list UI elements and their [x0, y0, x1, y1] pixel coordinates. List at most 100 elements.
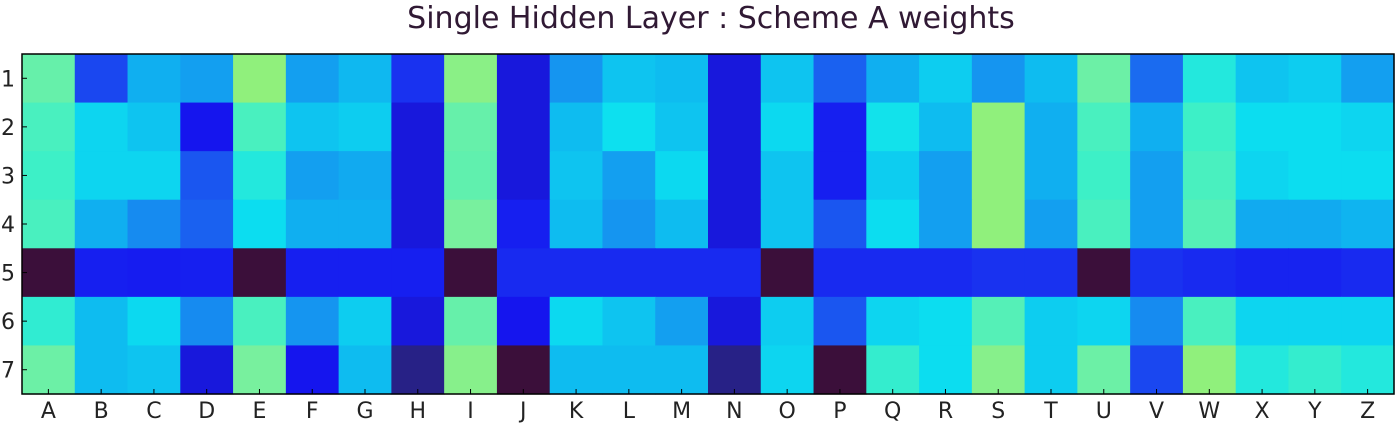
- heatmap-cell-2-D: [180, 102, 234, 152]
- heatmap-cell-5-J: [496, 248, 551, 298]
- heatmap-cell-6-R: [919, 296, 973, 347]
- heatmap-cell-4-P: [813, 199, 867, 249]
- heatmap-cell-4-S: [971, 199, 1026, 249]
- heatmap-cell-5-T: [1024, 248, 1078, 298]
- heatmap-cell-7-O: [760, 345, 815, 395]
- heatmap-cells: [22, 54, 1395, 395]
- y-tick-label-2: 2: [1, 116, 15, 141]
- heatmap-cell-5-H: [391, 248, 445, 298]
- heatmap-cell-7-L: [602, 345, 656, 395]
- heatmap-cell-7-K: [549, 345, 604, 395]
- heatmap-cell-7-Y: [1288, 345, 1342, 395]
- heatmap-cell-1-S: [971, 54, 1026, 104]
- heatmap-cell-1-K: [549, 54, 604, 104]
- heatmap-cell-5-G: [338, 248, 392, 298]
- heatmap-cell-2-Q: [866, 102, 920, 152]
- heatmap-cell-2-H: [391, 102, 445, 152]
- heatmap-cell-2-W: [1182, 102, 1237, 152]
- heatmap-cell-1-Y: [1288, 54, 1342, 104]
- heatmap-cell-1-U: [1077, 54, 1131, 104]
- heatmap-cell-1-Z: [1341, 54, 1395, 104]
- heatmap-cell-5-X: [1235, 248, 1290, 298]
- heatmap-cell-6-I: [444, 296, 498, 347]
- heatmap-cell-3-G: [338, 151, 392, 201]
- heatmap-cell-3-P: [813, 151, 867, 201]
- heatmap-cell-6-Q: [866, 296, 920, 347]
- heatmap-cell-2-M: [655, 102, 709, 152]
- heatmap-cell-1-T: [1024, 54, 1078, 104]
- heatmap-cell-4-V: [1130, 199, 1184, 249]
- heatmap-cell-4-R: [919, 199, 973, 249]
- plot-frame: [21, 53, 1395, 395]
- heatmap-cell-7-Q: [866, 345, 920, 395]
- heatmap-cell-7-M: [655, 345, 709, 395]
- x-tick-label-Y: Y: [1307, 399, 1322, 423]
- heatmap-cell-7-I: [444, 345, 498, 395]
- heatmap-cell-3-U: [1077, 151, 1131, 201]
- heatmap-cell-4-F: [285, 199, 340, 249]
- heatmap-cell-5-E: [233, 248, 287, 298]
- heatmap-cell-2-F: [285, 102, 340, 152]
- heatmap-cell-7-D: [180, 345, 234, 395]
- heatmap-cell-4-N: [708, 199, 762, 249]
- heatmap-cell-1-L: [602, 54, 656, 104]
- heatmap-cell-1-H: [391, 54, 445, 104]
- x-tick-label-N: N: [726, 399, 742, 423]
- heatmap-cell-1-E: [233, 54, 287, 104]
- x-axis-ticks: A B C D E F G H I J K L M N O P Q R S T U V W X Y Z: [41, 389, 1375, 423]
- x-tick-label-V: V: [1149, 399, 1164, 423]
- heatmap-cell-3-N: [708, 151, 762, 201]
- heatmap-cell-7-S: [971, 345, 1026, 395]
- heatmap-cell-5-R: [919, 248, 973, 298]
- x-tick-label-F: F: [306, 399, 319, 423]
- x-tick-label-W: W: [1198, 399, 1220, 423]
- heatmap-cell-2-L: [602, 102, 656, 152]
- heatmap-cell-3-T: [1024, 151, 1078, 201]
- heatmap-cell-7-F: [285, 345, 340, 395]
- heatmap-cell-5-F: [285, 248, 340, 298]
- heatmap-cell-7-A: [22, 345, 76, 395]
- heatmap-cell-2-X: [1235, 102, 1290, 152]
- heatmap-cell-6-N: [708, 296, 762, 347]
- heatmap-cell-3-X: [1235, 151, 1290, 201]
- heatmap-cell-7-N: [708, 345, 762, 395]
- heatmap-cell-4-E: [233, 199, 287, 249]
- heatmap-cell-6-G: [338, 296, 392, 347]
- heatmap-cell-2-Z: [1341, 102, 1395, 152]
- heatmap-cell-6-L: [602, 296, 656, 347]
- heatmap-cell-3-F: [285, 151, 340, 201]
- heatmap-cell-1-G: [338, 54, 392, 104]
- x-tick-label-J: J: [518, 399, 527, 423]
- heatmap-cell-4-J: [496, 199, 551, 249]
- heatmap-cell-6-B: [74, 296, 129, 347]
- heatmap-cell-1-M: [655, 54, 709, 104]
- heatmap-cell-4-Z: [1341, 199, 1395, 249]
- x-tick-label-H: H: [409, 399, 426, 423]
- heatmap-cell-4-Y: [1288, 199, 1342, 249]
- heatmap-cell-7-J: [496, 345, 551, 395]
- heatmap-cell-7-V: [1130, 345, 1184, 395]
- heatmap-cell-6-M: [655, 296, 709, 347]
- heatmap-cell-2-N: [708, 102, 762, 152]
- heatmap-cell-6-Z: [1341, 296, 1395, 347]
- heatmap-cell-5-A: [22, 248, 76, 298]
- heatmap-cell-3-S: [971, 151, 1026, 201]
- heatmap-cell-2-I: [444, 102, 498, 152]
- heatmap-cell-2-G: [338, 102, 392, 152]
- heatmap-cell-2-B: [74, 102, 129, 152]
- heatmap-cell-2-A: [22, 102, 76, 152]
- heatmap-cell-3-L: [602, 151, 656, 201]
- x-tick-label-D: D: [198, 399, 215, 423]
- heatmap-cell-7-P: [813, 345, 867, 395]
- heatmap-cell-5-P: [813, 248, 867, 298]
- heatmap-cell-6-D: [180, 296, 234, 347]
- x-tick-label-L: L: [623, 399, 636, 423]
- heatmap-cell-4-I: [444, 199, 498, 249]
- x-tick-label-G: G: [356, 399, 373, 423]
- heatmap-cell-3-M: [655, 151, 709, 201]
- heatmap-cell-2-E: [233, 102, 287, 152]
- heatmap-cell-3-K: [549, 151, 604, 201]
- heatmap-cell-4-T: [1024, 199, 1078, 249]
- heatmap-cell-7-H: [391, 345, 445, 395]
